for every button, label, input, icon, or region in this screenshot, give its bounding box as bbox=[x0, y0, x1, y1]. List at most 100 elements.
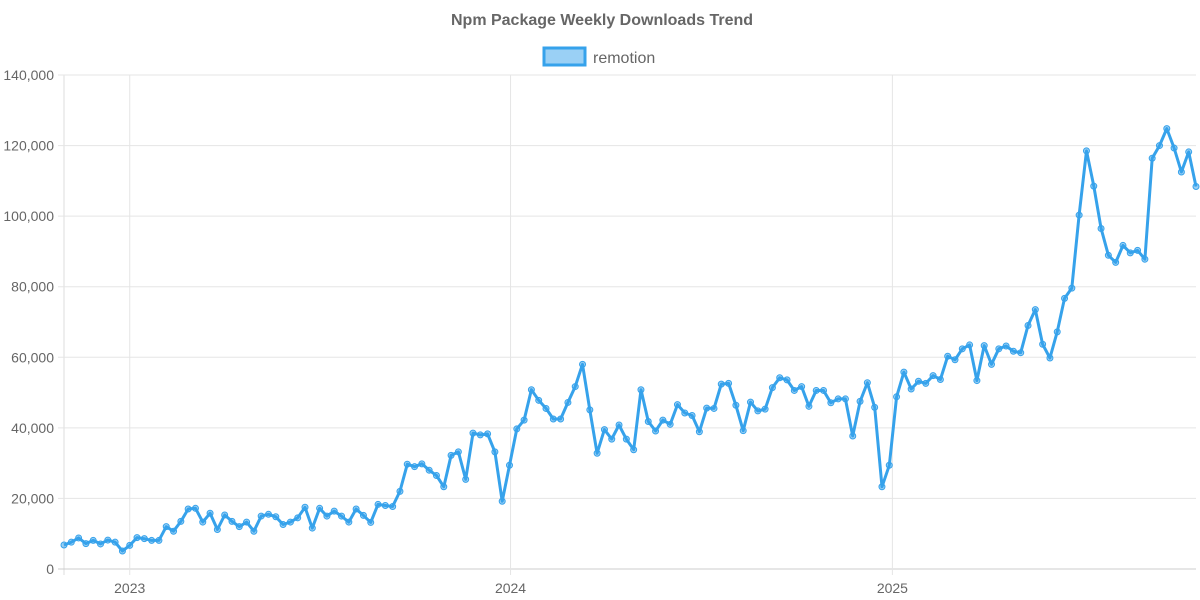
data-point[interactable] bbox=[440, 483, 448, 491]
data-point[interactable] bbox=[243, 518, 251, 526]
data-point[interactable] bbox=[900, 368, 908, 376]
data-point[interactable] bbox=[995, 345, 1003, 353]
data-point[interactable] bbox=[462, 475, 470, 483]
data-point[interactable] bbox=[520, 416, 528, 424]
data-point[interactable] bbox=[681, 409, 689, 417]
data-point[interactable] bbox=[1126, 249, 1134, 257]
data-point[interactable] bbox=[338, 512, 346, 520]
data-point[interactable] bbox=[1039, 340, 1047, 348]
data-point[interactable] bbox=[637, 386, 645, 394]
data-point[interactable] bbox=[330, 507, 338, 515]
data-point[interactable] bbox=[1104, 251, 1112, 259]
data-point[interactable] bbox=[1024, 322, 1032, 330]
data-point[interactable] bbox=[914, 377, 922, 385]
data-point[interactable] bbox=[527, 386, 535, 394]
data-point[interactable] bbox=[688, 412, 696, 420]
data-point[interactable] bbox=[549, 415, 557, 423]
data-point[interactable] bbox=[1082, 147, 1090, 155]
data-point[interactable] bbox=[871, 403, 879, 411]
data-point[interactable] bbox=[308, 524, 316, 532]
data-point[interactable] bbox=[1090, 182, 1098, 190]
data-point[interactable] bbox=[659, 416, 667, 424]
data-point[interactable] bbox=[111, 538, 119, 546]
data-point[interactable] bbox=[89, 536, 97, 544]
data-point[interactable] bbox=[754, 407, 762, 415]
data-point[interactable] bbox=[155, 536, 163, 544]
data-point[interactable] bbox=[725, 379, 733, 387]
data-point[interactable] bbox=[980, 342, 988, 350]
data-point[interactable] bbox=[228, 517, 236, 525]
data-point[interactable] bbox=[951, 356, 959, 364]
data-point[interactable] bbox=[272, 513, 280, 521]
data-point[interactable] bbox=[768, 384, 776, 392]
data-point[interactable] bbox=[75, 534, 83, 542]
data-point[interactable] bbox=[381, 501, 389, 509]
data-point[interactable] bbox=[557, 415, 565, 423]
data-point[interactable] bbox=[885, 461, 893, 469]
data-point[interactable] bbox=[1002, 342, 1010, 350]
data-point[interactable] bbox=[498, 497, 506, 505]
data-point[interactable] bbox=[1068, 284, 1076, 292]
data-point[interactable] bbox=[1112, 258, 1120, 266]
data-point[interactable] bbox=[286, 518, 294, 526]
data-point[interactable] bbox=[790, 386, 798, 394]
data-point[interactable] bbox=[1185, 148, 1193, 156]
data-point[interactable] bbox=[148, 536, 156, 544]
data-point[interactable] bbox=[177, 517, 185, 525]
data-point[interactable] bbox=[505, 461, 513, 469]
data-point[interactable] bbox=[929, 372, 937, 380]
data-point[interactable] bbox=[126, 541, 134, 549]
data-point[interactable] bbox=[878, 483, 886, 491]
data-point[interactable] bbox=[213, 525, 221, 533]
data-point[interactable] bbox=[294, 514, 302, 522]
data-point[interactable] bbox=[170, 527, 178, 535]
data-point[interactable] bbox=[345, 518, 353, 526]
data-point[interactable] bbox=[1075, 211, 1083, 219]
data-point[interactable] bbox=[695, 428, 703, 436]
data-point[interactable] bbox=[1177, 168, 1185, 176]
data-point[interactable] bbox=[1046, 354, 1054, 362]
data-point[interactable] bbox=[484, 430, 492, 438]
data-point[interactable] bbox=[739, 427, 747, 435]
data-point[interactable] bbox=[615, 421, 623, 429]
data-point[interactable] bbox=[425, 466, 433, 474]
data-point[interactable] bbox=[264, 510, 272, 518]
data-point[interactable] bbox=[820, 386, 828, 394]
data-point[interactable] bbox=[513, 425, 521, 433]
data-point[interactable] bbox=[316, 504, 324, 512]
data-point[interactable] bbox=[352, 505, 360, 513]
data-point[interactable] bbox=[184, 505, 192, 513]
data-point[interactable] bbox=[1009, 347, 1017, 355]
data-point[interactable] bbox=[673, 401, 681, 409]
data-point[interactable] bbox=[104, 536, 112, 544]
data-point[interactable] bbox=[1119, 241, 1127, 249]
data-point[interactable] bbox=[1134, 246, 1142, 254]
data-point[interactable] bbox=[586, 406, 594, 414]
data-point[interactable] bbox=[812, 386, 820, 394]
data-point[interactable] bbox=[1097, 224, 1105, 232]
data-point[interactable] bbox=[783, 376, 791, 384]
data-point[interactable] bbox=[67, 538, 75, 546]
data-point[interactable] bbox=[206, 509, 214, 517]
data-point[interactable] bbox=[805, 402, 813, 410]
data-point[interactable] bbox=[396, 487, 404, 495]
data-point[interactable] bbox=[958, 345, 966, 353]
data-point[interactable] bbox=[827, 399, 835, 407]
data-point[interactable] bbox=[593, 449, 601, 457]
data-point[interactable] bbox=[922, 379, 930, 387]
data-point[interactable] bbox=[1053, 328, 1061, 336]
data-point[interactable] bbox=[834, 395, 842, 403]
data-point[interactable] bbox=[579, 360, 587, 368]
data-point[interactable] bbox=[60, 541, 68, 549]
data-point[interactable] bbox=[542, 404, 550, 412]
data-point[interactable] bbox=[936, 376, 944, 384]
data-point[interactable] bbox=[235, 523, 243, 531]
data-point[interactable] bbox=[389, 503, 397, 511]
data-point[interactable] bbox=[893, 393, 901, 401]
data-point[interactable] bbox=[1170, 144, 1178, 152]
data-point[interactable] bbox=[776, 374, 784, 382]
data-point[interactable] bbox=[608, 435, 616, 443]
data-point[interactable] bbox=[856, 397, 864, 405]
data-point[interactable] bbox=[1141, 255, 1149, 263]
data-point[interactable] bbox=[140, 535, 148, 543]
